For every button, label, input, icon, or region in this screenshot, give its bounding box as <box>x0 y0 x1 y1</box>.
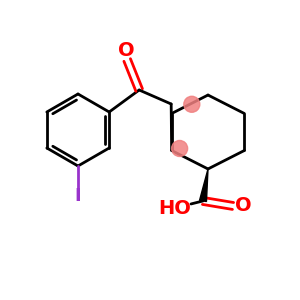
Text: HO: HO <box>159 200 191 218</box>
Text: I: I <box>75 187 81 205</box>
Polygon shape <box>200 169 208 202</box>
Circle shape <box>184 96 200 112</box>
Text: O: O <box>118 40 134 59</box>
Circle shape <box>172 140 188 157</box>
Text: O: O <box>235 196 251 215</box>
